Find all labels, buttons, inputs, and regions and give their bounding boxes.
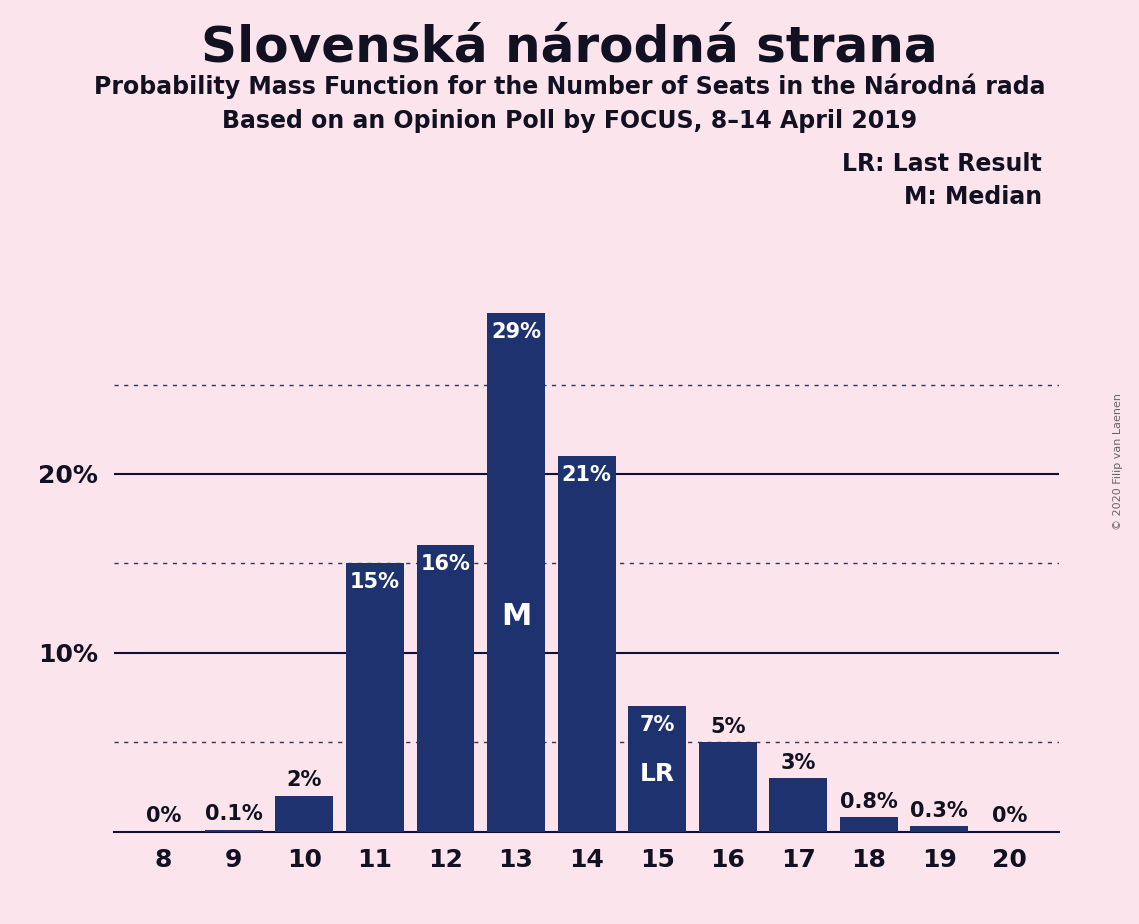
Bar xyxy=(487,313,544,832)
Bar xyxy=(839,818,898,832)
Text: LR: Last Result: LR: Last Result xyxy=(843,152,1042,176)
Bar xyxy=(205,830,263,832)
Bar xyxy=(417,545,475,832)
Text: 2%: 2% xyxy=(287,771,322,790)
Text: 7%: 7% xyxy=(639,715,674,736)
Text: 0.3%: 0.3% xyxy=(910,801,968,821)
Text: Slovenská národná strana: Slovenská národná strana xyxy=(202,23,937,71)
Text: M: M xyxy=(501,602,531,631)
Text: Based on an Opinion Poll by FOCUS, 8–14 April 2019: Based on an Opinion Poll by FOCUS, 8–14 … xyxy=(222,109,917,133)
Text: 0.1%: 0.1% xyxy=(205,805,263,824)
Text: LR: LR xyxy=(640,762,674,786)
Text: © 2020 Filip van Laenen: © 2020 Filip van Laenen xyxy=(1114,394,1123,530)
Text: 29%: 29% xyxy=(491,322,541,342)
Text: 15%: 15% xyxy=(350,572,400,592)
Text: 3%: 3% xyxy=(780,752,816,772)
Bar xyxy=(629,707,686,832)
Text: 21%: 21% xyxy=(562,465,612,485)
Text: 0.8%: 0.8% xyxy=(839,792,898,812)
Bar xyxy=(769,778,827,832)
Text: 5%: 5% xyxy=(710,717,745,736)
Text: Probability Mass Function for the Number of Seats in the Národná rada: Probability Mass Function for the Number… xyxy=(93,74,1046,100)
Bar xyxy=(910,826,968,832)
Bar xyxy=(346,564,404,832)
Text: 0%: 0% xyxy=(146,807,181,826)
Text: 0%: 0% xyxy=(992,807,1027,826)
Bar xyxy=(698,742,756,832)
Text: M: Median: M: Median xyxy=(904,185,1042,209)
Text: 16%: 16% xyxy=(420,554,470,575)
Bar xyxy=(558,456,615,832)
Bar xyxy=(276,796,334,832)
